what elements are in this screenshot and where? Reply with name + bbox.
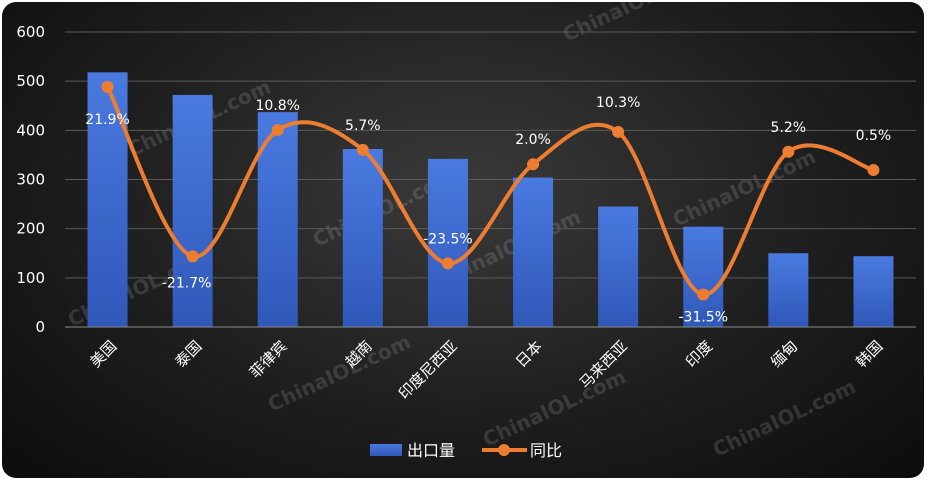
y-tick-label: 200 <box>16 220 45 238</box>
yoy-point <box>612 125 625 138</box>
x-tick-label: 日本 <box>512 337 546 371</box>
watermark-text: ChinaIOL.com <box>264 329 414 416</box>
yoy-point <box>782 145 795 158</box>
yoy-data-label: 0.5% <box>856 128 892 144</box>
y-tick-label: 600 <box>16 23 45 41</box>
y-tick-label: 300 <box>16 171 45 189</box>
yoy-data-label: 5.7% <box>345 118 381 134</box>
watermark-text: ChinaIOL.com <box>709 374 859 461</box>
bar <box>853 256 894 327</box>
x-tick-label: 缅甸 <box>767 337 801 371</box>
bar <box>683 226 724 327</box>
yoy-point <box>271 124 284 136</box>
yoy-data-label: 21.9% <box>85 112 129 128</box>
legend-bar-swatch <box>370 444 402 456</box>
yoy-point <box>697 288 710 301</box>
bar <box>768 253 809 327</box>
bar <box>513 177 554 327</box>
watermark-text: ChinaIOL.com <box>559 2 709 47</box>
yoy-data-label: -31.5% <box>678 310 728 326</box>
legend-bar-label: 出口量 <box>407 441 455 460</box>
yoy-point <box>101 80 114 93</box>
yoy-data-label: 5.2% <box>771 120 807 136</box>
legend-line-label: 同比 <box>530 441 562 460</box>
line-series <box>101 80 880 301</box>
watermark-text: ChinaIOL.com <box>669 144 819 231</box>
y-tick-label: 400 <box>16 121 45 139</box>
bar <box>427 158 468 327</box>
yoy-data-label: -23.5% <box>423 231 473 247</box>
bar <box>342 149 383 327</box>
yoy-line <box>105 84 876 297</box>
x-tick-label: 美国 <box>86 337 120 371</box>
yoy-point <box>356 143 369 156</box>
legend: 出口量 同比 <box>370 441 562 460</box>
x-tick-label: 印度 <box>682 337 716 371</box>
yoy-point <box>867 164 880 177</box>
y-tick-label: 500 <box>16 72 45 90</box>
y-tick-label: 0 <box>35 318 45 336</box>
yoy-data-label: -21.7% <box>162 275 212 291</box>
yoy-data-label: 2.0% <box>515 132 551 148</box>
yoy-point <box>527 158 540 171</box>
watermark-text: ChinaIOL.com <box>479 364 629 451</box>
yoy-data-label: 10.3% <box>596 95 640 111</box>
bar <box>172 94 213 327</box>
yoy-point <box>441 257 454 270</box>
legend-line-marker <box>498 444 510 456</box>
x-tick-label: 菲律宾 <box>246 337 291 382</box>
x-tick-label: 韩国 <box>852 337 886 371</box>
x-tick-label: 泰国 <box>172 337 206 371</box>
bar <box>87 72 128 327</box>
yoy-point <box>186 250 199 263</box>
y-tick-label: 100 <box>16 269 45 287</box>
data-labels: 21.9% -21.7% 10.8% 5.7% -23.5% 2.0% 10.3% -31.5… <box>85 95 891 326</box>
yoy-data-label: 10.8% <box>256 98 300 114</box>
bar-series <box>87 72 894 328</box>
bar <box>598 206 639 327</box>
